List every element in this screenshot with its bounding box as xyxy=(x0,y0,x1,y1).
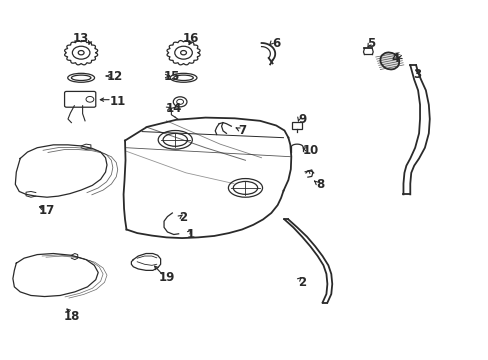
Text: 2: 2 xyxy=(297,276,305,289)
Text: 15: 15 xyxy=(164,69,180,82)
Ellipse shape xyxy=(380,53,398,69)
Text: 1: 1 xyxy=(186,228,195,241)
Text: 3: 3 xyxy=(413,68,421,81)
Text: 12: 12 xyxy=(107,69,123,82)
Bar xyxy=(292,122,302,129)
Text: 6: 6 xyxy=(271,37,280,50)
Text: 19: 19 xyxy=(158,271,174,284)
Text: 7: 7 xyxy=(238,124,245,137)
Text: 9: 9 xyxy=(297,113,305,126)
Text: 16: 16 xyxy=(183,32,199,45)
Text: 8: 8 xyxy=(315,178,324,191)
Text: 2: 2 xyxy=(179,211,187,224)
Text: 14: 14 xyxy=(165,102,182,115)
Text: 18: 18 xyxy=(63,310,80,324)
Text: 5: 5 xyxy=(366,37,375,50)
Text: 13: 13 xyxy=(73,32,89,45)
Text: 17: 17 xyxy=(39,204,55,217)
Text: 10: 10 xyxy=(302,144,318,157)
Text: 11: 11 xyxy=(109,95,125,108)
Text: 4: 4 xyxy=(391,52,399,65)
